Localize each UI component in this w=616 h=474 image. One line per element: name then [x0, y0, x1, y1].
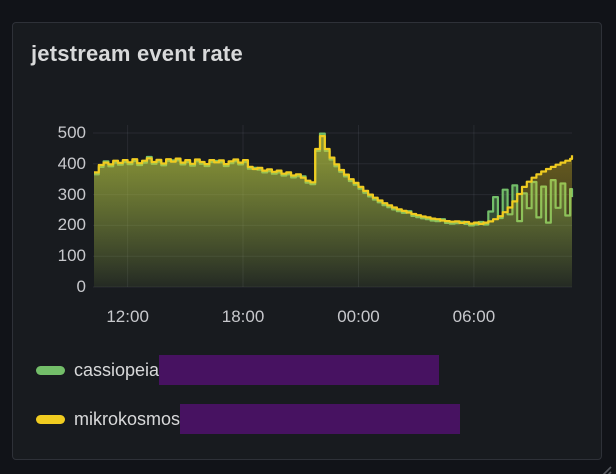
- x-tick-label: 00:00: [337, 307, 380, 326]
- legend-item-mikrokosmos[interactable]: mikrokosmos: [36, 403, 461, 435]
- series-line-mikrokosmos: [94, 135, 574, 225]
- legend-series-swatch-icon: [36, 365, 65, 375]
- legend-label: cassiopeia: [74, 359, 160, 380]
- series-area-mikrokosmos: [94, 136, 572, 287]
- y-tick-label: 200: [57, 215, 86, 235]
- y-tick-label: 500: [57, 123, 86, 142]
- x-tick-label: 06:00: [452, 307, 496, 326]
- redaction-overlay: [180, 404, 461, 434]
- x-tick-label: 18:00: [221, 307, 265, 326]
- y-tick-label: 400: [57, 153, 86, 173]
- panel-title[interactable]: jetstream event rate: [31, 41, 243, 66]
- redaction-overlay: [159, 355, 440, 385]
- x-tick-label: 12:00: [106, 307, 149, 326]
- y-tick-label: 0: [76, 277, 86, 296]
- legend-item-cassiopeia[interactable]: cassiopeia: [36, 354, 440, 386]
- y-tick-label: 300: [57, 184, 86, 204]
- legend-label: mikrokosmos: [74, 408, 181, 429]
- y-tick-label: 100: [57, 246, 86, 266]
- legend-series-swatch-icon: [36, 414, 65, 424]
- panel-resize-handle-icon[interactable]: [597, 463, 613, 474]
